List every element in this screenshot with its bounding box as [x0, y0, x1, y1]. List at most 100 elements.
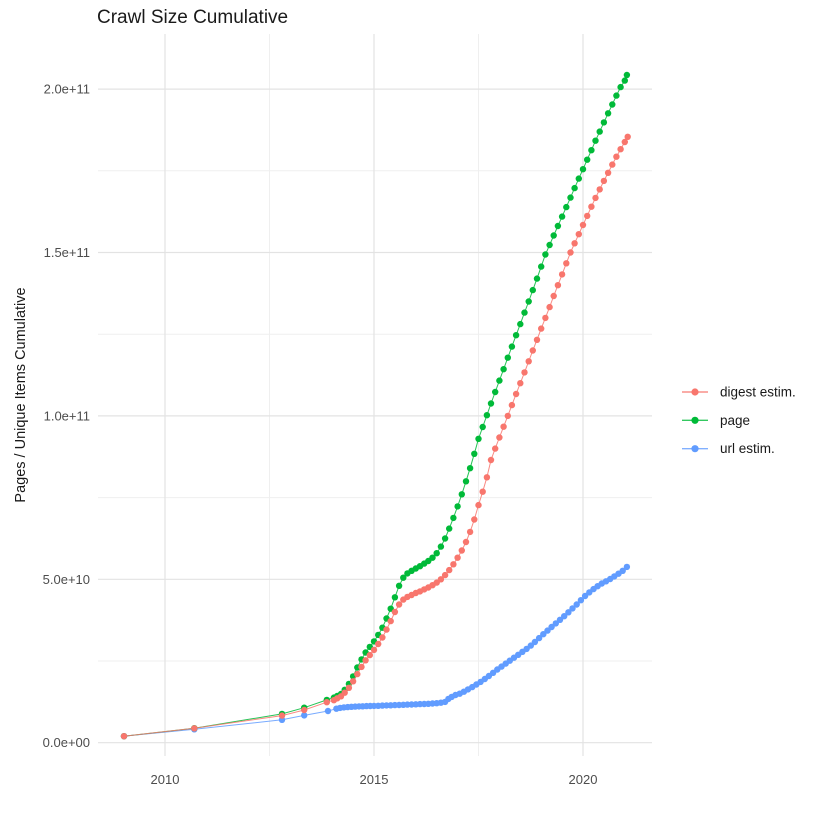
- data-point: [454, 503, 461, 510]
- data-point: [446, 525, 453, 532]
- legend-label: page: [720, 413, 750, 428]
- data-point: [387, 617, 394, 625]
- data-point: [462, 478, 470, 485]
- data-point: [540, 631, 547, 638]
- data-point: [600, 177, 608, 185]
- legend-key-dot: [691, 416, 699, 424]
- data-point: [600, 119, 608, 126]
- data-point: [521, 309, 528, 316]
- data-point: [383, 626, 390, 633]
- data-point: [496, 434, 503, 441]
- data-point: [323, 699, 330, 706]
- data-point: [375, 640, 382, 648]
- data-point: [525, 358, 532, 365]
- data-point: [437, 543, 445, 550]
- data-point: [619, 567, 626, 574]
- data-point: [362, 657, 369, 664]
- data-point: [613, 153, 620, 160]
- data-point: [475, 435, 482, 442]
- data-point: [433, 550, 440, 557]
- data-point: [624, 133, 631, 140]
- data-point: [483, 412, 491, 419]
- data-point: [552, 620, 559, 627]
- data-point: [349, 678, 357, 685]
- data-point: [609, 161, 616, 168]
- data-point: [538, 263, 545, 270]
- series-line-1: [123, 74, 628, 737]
- data-point: [544, 627, 551, 634]
- data-point: [609, 101, 616, 108]
- data-point: [466, 528, 474, 536]
- data-point: [558, 213, 566, 220]
- data-point: [538, 325, 545, 332]
- data-point: [487, 456, 495, 464]
- data-point: [535, 634, 543, 642]
- data-point: [558, 271, 566, 278]
- data-point: [475, 501, 482, 509]
- data-point: [345, 684, 353, 691]
- data-point: [341, 689, 348, 696]
- data-point: [550, 292, 557, 300]
- series-line-0: [123, 136, 629, 737]
- data-point: [517, 320, 524, 328]
- data-point: [617, 83, 624, 91]
- data-point: [596, 186, 603, 193]
- data-point: [575, 175, 582, 182]
- data-point: [579, 166, 587, 173]
- data-point: [531, 638, 539, 646]
- data-point: [550, 232, 557, 239]
- data-point: [400, 574, 407, 581]
- data-point: [354, 670, 361, 678]
- data-point: [512, 332, 520, 339]
- data-point: [479, 423, 486, 431]
- data-point: [561, 613, 568, 620]
- x-tick-label: 2015: [360, 772, 389, 787]
- data-point: [120, 733, 128, 740]
- data-point: [517, 380, 524, 387]
- data-point: [391, 594, 399, 601]
- y-tick-label: 0.0e+00: [43, 735, 90, 750]
- data-point: [504, 354, 511, 361]
- data-point: [542, 314, 549, 322]
- data-point: [546, 241, 553, 249]
- data-point: [533, 275, 541, 282]
- data-point: [395, 582, 403, 589]
- data-point: [395, 601, 403, 608]
- data-point: [533, 336, 541, 343]
- data-point: [567, 194, 574, 201]
- data-point: [565, 609, 572, 616]
- data-point: [592, 194, 599, 202]
- legend-label: digest estim.: [720, 385, 796, 400]
- data-point: [429, 554, 436, 561]
- data-point: [613, 92, 620, 99]
- data-point: [479, 488, 486, 495]
- data-point: [379, 634, 386, 641]
- data-point: [529, 286, 536, 294]
- data-point: [492, 388, 499, 396]
- data-point: [471, 516, 478, 523]
- data-point: [567, 249, 574, 256]
- data-point: [623, 563, 631, 571]
- data-point: [571, 240, 578, 247]
- x-tick-label: 2020: [569, 772, 598, 787]
- y-tick-label: 2.0e+11: [44, 82, 90, 97]
- data-point: [525, 298, 532, 305]
- x-tick-label: 2010: [151, 772, 180, 787]
- data-point: [508, 401, 516, 409]
- data-point: [542, 251, 549, 258]
- data-point: [512, 390, 520, 398]
- data-point: [508, 343, 516, 350]
- data-point: [554, 282, 562, 289]
- data-point: [458, 491, 465, 498]
- data-point: [358, 663, 365, 671]
- y-tick-label: 5.0e+10: [43, 572, 90, 587]
- data-point: [521, 369, 528, 376]
- data-point: [621, 138, 628, 146]
- data-point: [529, 347, 536, 354]
- data-point: [581, 592, 589, 600]
- data-point: [441, 571, 449, 579]
- data-point: [604, 110, 612, 117]
- data-point: [563, 203, 570, 211]
- y-tick-label: 1.5e+11: [44, 245, 90, 260]
- data-point: [450, 561, 457, 568]
